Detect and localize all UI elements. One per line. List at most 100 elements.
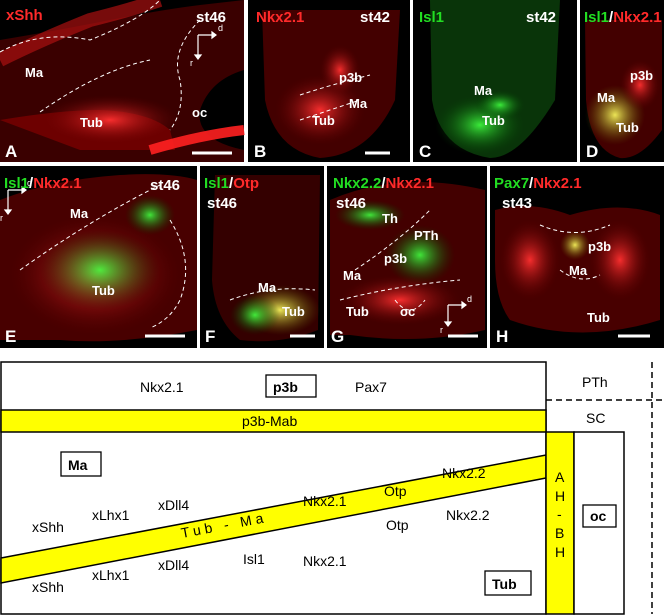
region-label: Ma	[597, 90, 616, 105]
panel-d	[580, 0, 664, 162]
panel-g	[327, 166, 487, 348]
region-label: Tub	[616, 120, 639, 135]
panel-e-title: Isl1/Nkx2.1	[4, 175, 82, 192]
gene-left-upper: xDll4	[158, 497, 189, 513]
vband-letter: -	[557, 506, 562, 522]
region-label: p3b	[339, 70, 362, 85]
region-label: Tub	[80, 115, 103, 130]
panel-letter: E	[5, 327, 16, 346]
panel-letters: A B C D E F G H	[5, 142, 598, 346]
panel-letter: C	[419, 142, 431, 161]
oc-label: oc	[590, 508, 607, 524]
panel-a-title: xShh	[6, 7, 43, 24]
region-label: Ma	[474, 83, 493, 98]
panel-h-title: Pax7/Nkx2.1	[494, 175, 582, 192]
ma-label: Ma	[68, 457, 88, 473]
region-labels: Ma Tub oc p3b Ma Tub Ma Tub p3b Ma Tub M…	[25, 65, 653, 325]
region-label: Th	[382, 211, 398, 226]
gene-lower: Otp	[386, 517, 409, 533]
region-label: Ma	[569, 263, 588, 278]
axis-d: d	[27, 178, 32, 188]
axis-arrows	[3, 30, 467, 327]
region-label: PTh	[414, 228, 439, 243]
p3b-box	[265, 374, 317, 398]
panel-b-title: Nkx2.1	[256, 9, 304, 26]
region-label: Tub	[346, 304, 369, 319]
panel-letter: G	[331, 327, 344, 346]
pth-label: PTh	[582, 374, 608, 390]
axis-letters: d r d r d r	[0, 23, 472, 335]
panel-titles: xShh Nkx2.1 Isl1 Isl1/Nkx2.1 Isl1/Nkx2.1…	[4, 7, 662, 192]
region-label: Ma	[70, 206, 89, 221]
p3b-mab-band	[0, 409, 547, 433]
region-label: p3b	[630, 68, 653, 83]
stage-label: st46	[207, 195, 237, 212]
region-label: Ma	[349, 96, 368, 111]
region-label: Tub	[482, 113, 505, 128]
region-label: p3b	[384, 251, 407, 266]
panel-letter: A	[5, 142, 17, 161]
gene-left-lower: xLhx1	[92, 567, 130, 583]
panel-b	[248, 0, 410, 162]
panel-c-title: Isl1	[419, 9, 444, 26]
gene-upper: Otp	[384, 483, 407, 499]
region-label: oc	[400, 304, 415, 319]
gene-left-lower: xShh	[32, 579, 64, 595]
panel-letter: D	[586, 142, 598, 161]
schematic: Nkx2.1 p3b Pax7 p3b-Mab Ma Nkx2.1 Otp Nk…	[0, 361, 664, 615]
band-label: p3b-Mab	[242, 413, 297, 429]
gene-top-pax7: Pax7	[355, 379, 387, 395]
vband-letter: H	[555, 488, 565, 504]
panel-d-title: Isl1/Nkx2.1	[584, 9, 662, 26]
gene-upper: Nkx2.1	[303, 493, 347, 509]
region-label: Ma	[258, 280, 277, 295]
ah-bh-band	[545, 431, 575, 615]
stage-label: st46	[196, 9, 226, 26]
sc-label: SC	[586, 410, 605, 426]
vband-letter: B	[555, 525, 564, 541]
panel-a	[0, 0, 245, 162]
panel-letter: H	[496, 327, 508, 346]
panel-h	[490, 166, 664, 348]
panel-stages: st46 st42 st42 st46 st46 st46 st43	[150, 9, 556, 212]
panel-e	[0, 166, 197, 348]
stage-label: st46	[336, 195, 366, 212]
vband-letter: A	[555, 469, 565, 485]
ma-box	[60, 451, 102, 477]
oc-box	[582, 504, 617, 528]
tub-box	[484, 570, 532, 596]
panel-g-title: Nkx2.2/Nkx2.1	[333, 175, 434, 192]
region-label: Tub	[92, 283, 115, 298]
panel-c	[413, 0, 577, 162]
region-label: Ma	[25, 65, 44, 80]
gene-left-upper: xShh	[32, 519, 64, 535]
vertical-band-letters: A H - B H	[555, 469, 565, 560]
gene-lower: Nkx2.1	[303, 553, 347, 569]
stage-label: st42	[360, 9, 390, 26]
gene-left-upper: xLhx1	[92, 507, 130, 523]
panel-f-title: Isl1/Otp	[204, 175, 259, 192]
region-label: Tub	[587, 310, 610, 325]
region-label: p3b	[588, 239, 611, 254]
region-label: oc	[192, 105, 207, 120]
axis-d: d	[218, 23, 223, 33]
panel-f	[200, 166, 324, 348]
gene-left-lower: Isl1	[243, 551, 265, 567]
panel-letter: B	[254, 142, 266, 161]
stage-label: st46	[150, 177, 180, 194]
axis-d: d	[467, 294, 472, 304]
stage-label: st42	[526, 9, 556, 26]
region-label: Tub	[282, 304, 305, 319]
tub-label: Tub	[492, 576, 517, 592]
axis-r: r	[440, 325, 443, 335]
axis-r: r	[190, 58, 193, 68]
scale-bars	[145, 151, 650, 338]
p3b-label: p3b	[273, 379, 298, 395]
vband-letter: H	[555, 544, 565, 560]
gene-top-nkx21: Nkx2.1	[140, 379, 184, 395]
stage-label: st43	[502, 195, 532, 212]
region-label: Ma	[343, 268, 362, 283]
gene-upper: Nkx2.2	[442, 465, 486, 481]
axis-r: r	[0, 213, 3, 223]
